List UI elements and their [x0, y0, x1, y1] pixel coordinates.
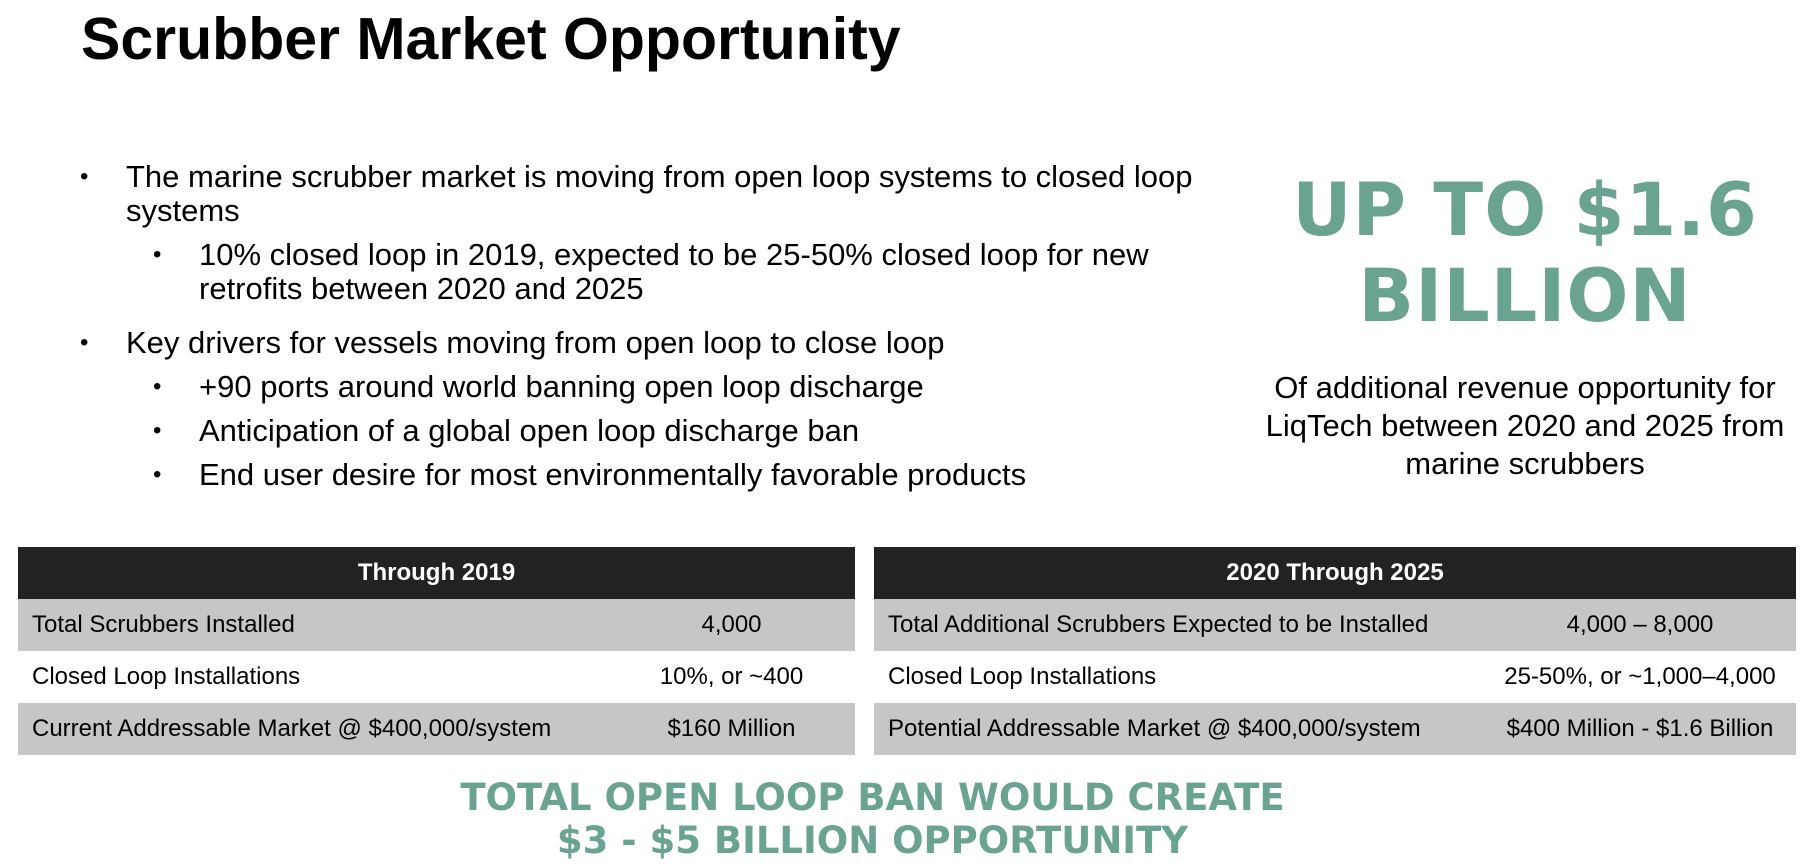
row-label: Potential Addressable Market @ $400,000/…	[874, 703, 1484, 755]
sub-bullet-item: End user desire for most environmentally…	[80, 457, 1255, 493]
footer-callout: TOTAL OPEN LOOP BAN WOULD CREATE $3 - $5…	[200, 776, 1545, 862]
table-2020-through-2025: 2020 Through 2025 Total Additional Scrub…	[874, 547, 1796, 755]
bullet-item: The marine scrubber market is moving fro…	[80, 160, 1255, 228]
row-value: 10%, or ~400	[659, 663, 804, 690]
table-row: Current Addressable Market @ $400,000/sy…	[18, 703, 855, 755]
sub-bullet-text: Anticipation of a global open loop disch…	[199, 413, 860, 448]
sub-bullet-text: +90 ports around world banning open loop…	[199, 369, 924, 404]
footer-line-1: TOTAL OPEN LOOP BAN WOULD CREATE	[460, 776, 1285, 819]
row-label: Closed Loop Installations	[32, 663, 301, 690]
sub-bullet-item: +90 ports around world banning open loop…	[80, 369, 1255, 405]
row-label: Current Addressable Market @ $400,000/sy…	[18, 703, 608, 755]
table-row: Total Additional Scrubbers Expected to b…	[874, 599, 1796, 651]
sub-bullet-text: 10% closed loop in 2019, expected to be …	[199, 237, 1149, 306]
table-row: Total Scrubbers Installed 4,000	[18, 599, 855, 651]
revenue-highlight: UP TO $1.6 BILLION	[1265, 168, 1785, 340]
page-title: Scrubber Market Opportunity	[81, 6, 901, 72]
row-label: Closed Loop Installations	[888, 663, 1157, 690]
table-header: 2020 Through 2025	[874, 547, 1796, 599]
footer-line-2: $3 - $5 BILLION OPPORTUNITY	[556, 819, 1189, 862]
sub-bullet-item: 10% closed loop in 2019, expected to be …	[80, 238, 1255, 306]
bullet-list: The marine scrubber market is moving fro…	[80, 160, 1255, 493]
row-label: Total Additional Scrubbers Expected to b…	[874, 599, 1484, 651]
bullet-text: Key drivers for vessels moving from open…	[126, 325, 945, 360]
row-value: 4,000	[608, 599, 855, 651]
table-row: Potential Addressable Market @ $400,000/…	[874, 703, 1796, 755]
row-value: 25-50%, or ~1,000–4,000	[1504, 663, 1776, 690]
bullet-item: Key drivers for vessels moving from open…	[80, 325, 1255, 361]
table-row: Closed Loop Installations 10%, or ~400	[18, 651, 855, 703]
highlight-line-1: UP TO $1.6	[1292, 168, 1758, 253]
bullet-text: The marine scrubber market is moving fro…	[126, 159, 1193, 228]
row-label: Total Scrubbers Installed	[18, 599, 608, 651]
highlight-caption: Of additional revenue opportunity for Li…	[1265, 370, 1785, 481]
highlight-line-2: BILLION	[1358, 254, 1692, 339]
table-header: Through 2019	[18, 547, 855, 599]
sub-bullet-text: End user desire for most environmentally…	[199, 457, 1027, 492]
sub-bullet-item: Anticipation of a global open loop disch…	[80, 413, 1255, 449]
table-through-2019: Through 2019 Total Scrubbers Installed 4…	[18, 547, 855, 755]
row-value: $400 Million - $1.6 Billion	[1484, 703, 1796, 755]
row-value: 4,000 – 8,000	[1484, 599, 1796, 651]
row-value: $160 Million	[608, 703, 855, 755]
table-row: Closed Loop Installations 25-50%, or ~1,…	[874, 651, 1796, 703]
